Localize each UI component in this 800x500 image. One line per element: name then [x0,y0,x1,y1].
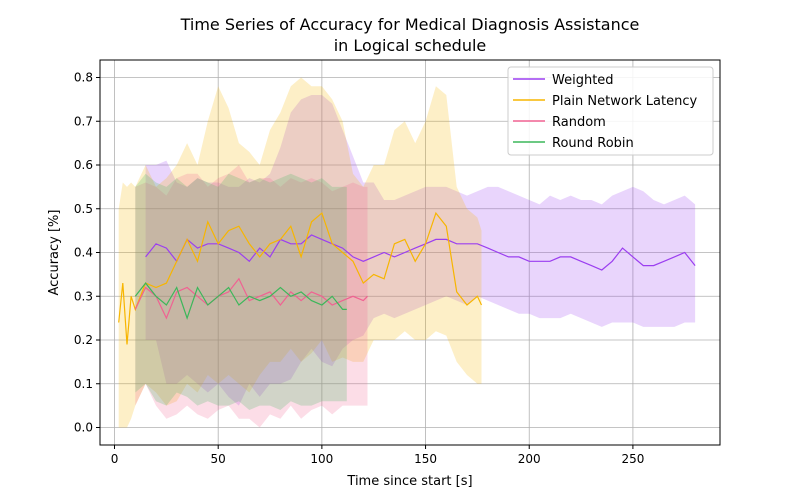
y-tick-label: 0.8 [74,71,93,85]
line-round-robin [134,282,347,320]
chart-title: Time Series of Accuracy for Medical Diag… [180,15,640,55]
y-tick-label: 0.3 [74,289,93,303]
legend-box [507,66,714,156]
x-tick-label: 100 [310,452,333,466]
y-tick-label: 0.0 [74,421,93,435]
x-axis-label: Time since start [s] [346,474,472,489]
line-plain-network-latency [118,211,483,345]
y-tick-label: 0.7 [74,114,93,128]
legend-label: Random [552,115,606,130]
legend-label: Round Robin [552,136,634,151]
x-tick-label: 0 [111,452,119,466]
chart-title-line-1: Time Series of Accuracy for Medical Diag… [180,15,640,34]
axis-ticks: 0 50 100 150 200 250 0.0 0.1 0.2 0.3 0.4 0.5 0.6 0.7 0… [74,71,644,467]
x-tick-label: 250 [621,452,644,466]
x-tick-label: 50 [211,452,226,466]
line-weighted [145,234,696,271]
legend-label: Weighted [552,73,614,88]
x-tick-label: 200 [518,452,541,466]
chart-title-line-2: in Logical schedule [334,36,487,55]
legend-label: Plain Network Latency [552,94,698,109]
y-tick-label: 0.2 [74,333,93,347]
y-tick-label: 0.6 [74,158,93,172]
y-tick-label: 0.5 [74,202,93,216]
legend: Weighted Plain Network Latency Random Round… [507,66,714,156]
series-lines [118,211,696,345]
band-round-robin [135,173,347,410]
y-axis-label: Accuracy [%] [47,210,62,296]
x-tick-label: 150 [414,452,437,466]
y-tick-label: 0.4 [74,246,93,260]
band-weighted [145,95,696,406]
y-tick-label: 0.1 [74,377,93,391]
